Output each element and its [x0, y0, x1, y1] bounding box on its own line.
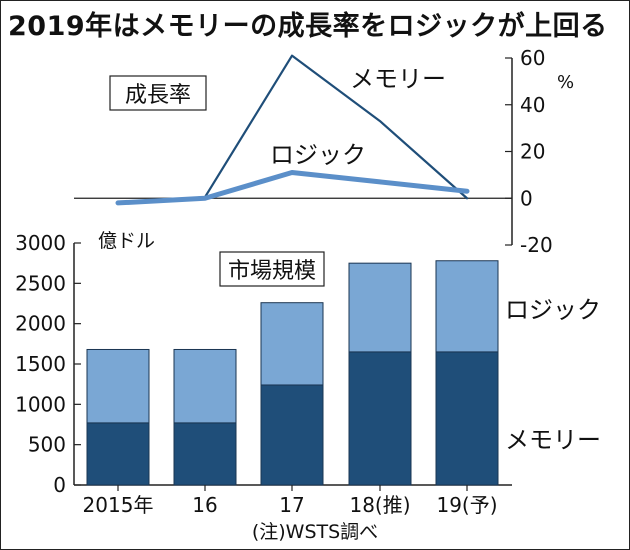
line-y-tick-label: 60 [520, 46, 545, 70]
line-y-tick-label: 20 [520, 140, 545, 164]
bar-memory [435, 351, 499, 486]
series-label-memory: メモリー [505, 426, 601, 454]
bar-logic [260, 302, 324, 386]
market-size-label-box [219, 251, 325, 287]
line-y-tick-label: -20 [520, 233, 553, 257]
line-y-tick-label: 40 [520, 93, 545, 117]
market-size-label: 市場規模 [228, 259, 316, 284]
growth-rate-label: 成長率 [125, 83, 191, 108]
bar-unit-label: 億ドル [98, 230, 155, 252]
bar-y-tick-label: 3000 [15, 231, 66, 255]
bar-logic [173, 348, 237, 424]
x-tick-label: 19(予) [436, 493, 497, 517]
line-label-memory: メモリー [350, 65, 446, 93]
bar-y-tick-label: 2000 [15, 312, 66, 336]
bar-y-tick-label: 0 [53, 473, 66, 497]
line-unit-label: % [557, 72, 574, 93]
bar-y-tick-label: 2500 [15, 271, 66, 295]
bar-memory [260, 384, 324, 486]
chart-title: 2019年はメモリーの成長率をロジックが上回る [8, 11, 608, 42]
line-label-logic: ロジック [270, 141, 366, 169]
bar-logic [86, 348, 150, 424]
bar-logic [348, 262, 412, 353]
growth-rate-label-box [109, 75, 207, 111]
bar-memory [86, 422, 150, 486]
x-tick-label: 17 [279, 493, 304, 517]
source-note: (注)WSTS調べ [252, 521, 378, 543]
bar-logic [435, 260, 499, 353]
x-tick-label: 16 [192, 493, 217, 517]
bar-memory [173, 422, 237, 486]
bar-y-tick-label: 500 [28, 433, 66, 457]
x-tick-label: 2015年 [83, 493, 154, 517]
bar-y-tick-label: 1500 [15, 352, 66, 376]
line-y-tick-label: 0 [520, 186, 533, 210]
x-tick-label: 18(推) [349, 493, 410, 517]
series-label-logic: ロジック [505, 296, 601, 324]
bar-y-tick-label: 1000 [15, 392, 66, 416]
bar-memory [348, 351, 412, 486]
